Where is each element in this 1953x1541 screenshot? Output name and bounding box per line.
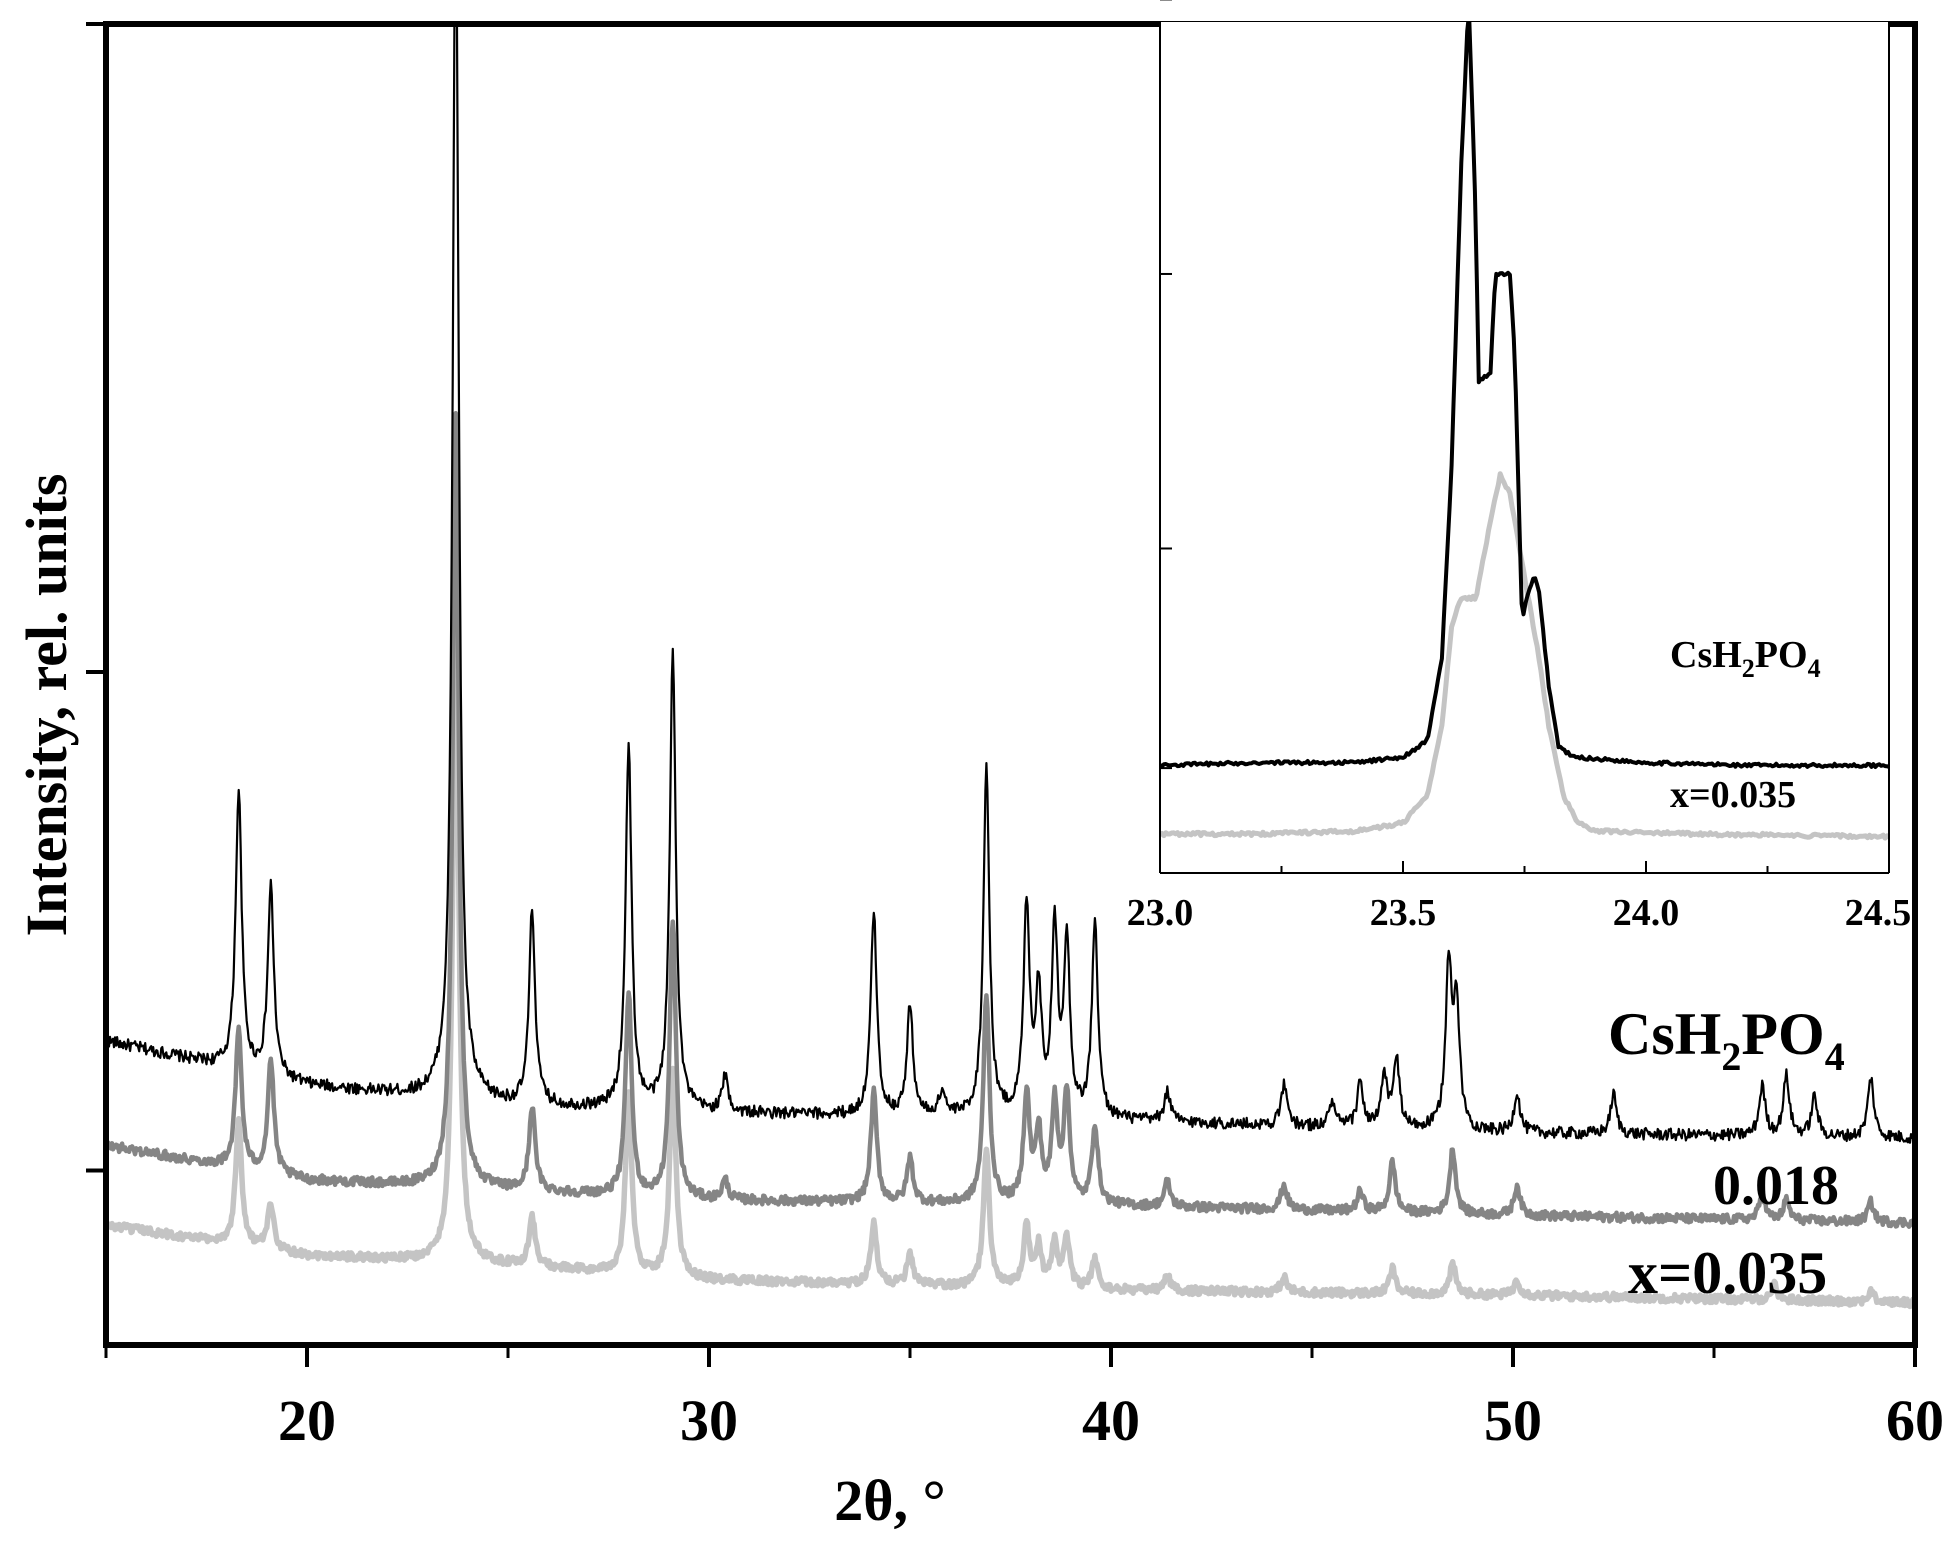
inset-background <box>1160 22 1890 873</box>
y-axis-title: Intensity, rel. units <box>14 473 79 936</box>
inset-series-line-csh2po4 <box>1160 22 1889 769</box>
main-plot-frame <box>103 21 1918 1348</box>
x-tick-label-50: 50 <box>1484 1388 1542 1453</box>
series-line-0-018 <box>106 410 1915 1229</box>
inset-axis-ticks: 23.0 23.5 24.0 24.5 <box>1127 0 1912 934</box>
main-label-x0035: x=0.035 <box>1628 1240 1827 1306</box>
main-series-labels: CsH2PO4 0.018 x=0.035 <box>1608 1001 1845 1306</box>
x-tick-label-60: 60 <box>1886 1388 1944 1453</box>
series-line-x-0-035 <box>106 623 1915 1310</box>
inset-x-tick-label-23.5: 23.5 <box>1370 892 1437 934</box>
series-line-csh2po4 <box>106 24 1915 1144</box>
inset-series-group <box>1160 22 1889 841</box>
inset-x-tick-label-23.0: 23.0 <box>1127 892 1194 934</box>
inset-label-csh2po4: CsH2PO4 <box>1670 634 1821 683</box>
inset-x-tick-label-24.5: 24.5 <box>1845 892 1912 934</box>
inset-plot: 23.0 23.5 24.0 24.5 CsH2PO4 x=0.035 <box>1127 0 1912 934</box>
main-series-group <box>106 24 1915 1310</box>
x-tick-label-30: 30 <box>680 1388 738 1453</box>
main-label-0018: 0.018 <box>1713 1155 1839 1217</box>
x-axis-title: 2θ, ° <box>834 1468 945 1533</box>
inset-label-x0035: x=0.035 <box>1670 774 1796 816</box>
main-label-csh2po4: CsH2PO4 <box>1608 1001 1845 1079</box>
inset-x-tick-label-24.0: 24.0 <box>1613 892 1680 934</box>
x-tick-label-20: 20 <box>278 1388 336 1453</box>
x-tick-label-40: 40 <box>1082 1388 1140 1453</box>
main-plot: 20 30 40 50 60 CsH2PO4 0.018 x=0.035 Intensi… <box>14 21 1944 1533</box>
main-axis-ticks: 20 30 40 50 60 <box>86 22 1944 1453</box>
inset-series-line-x-0-035 <box>1160 471 1889 841</box>
